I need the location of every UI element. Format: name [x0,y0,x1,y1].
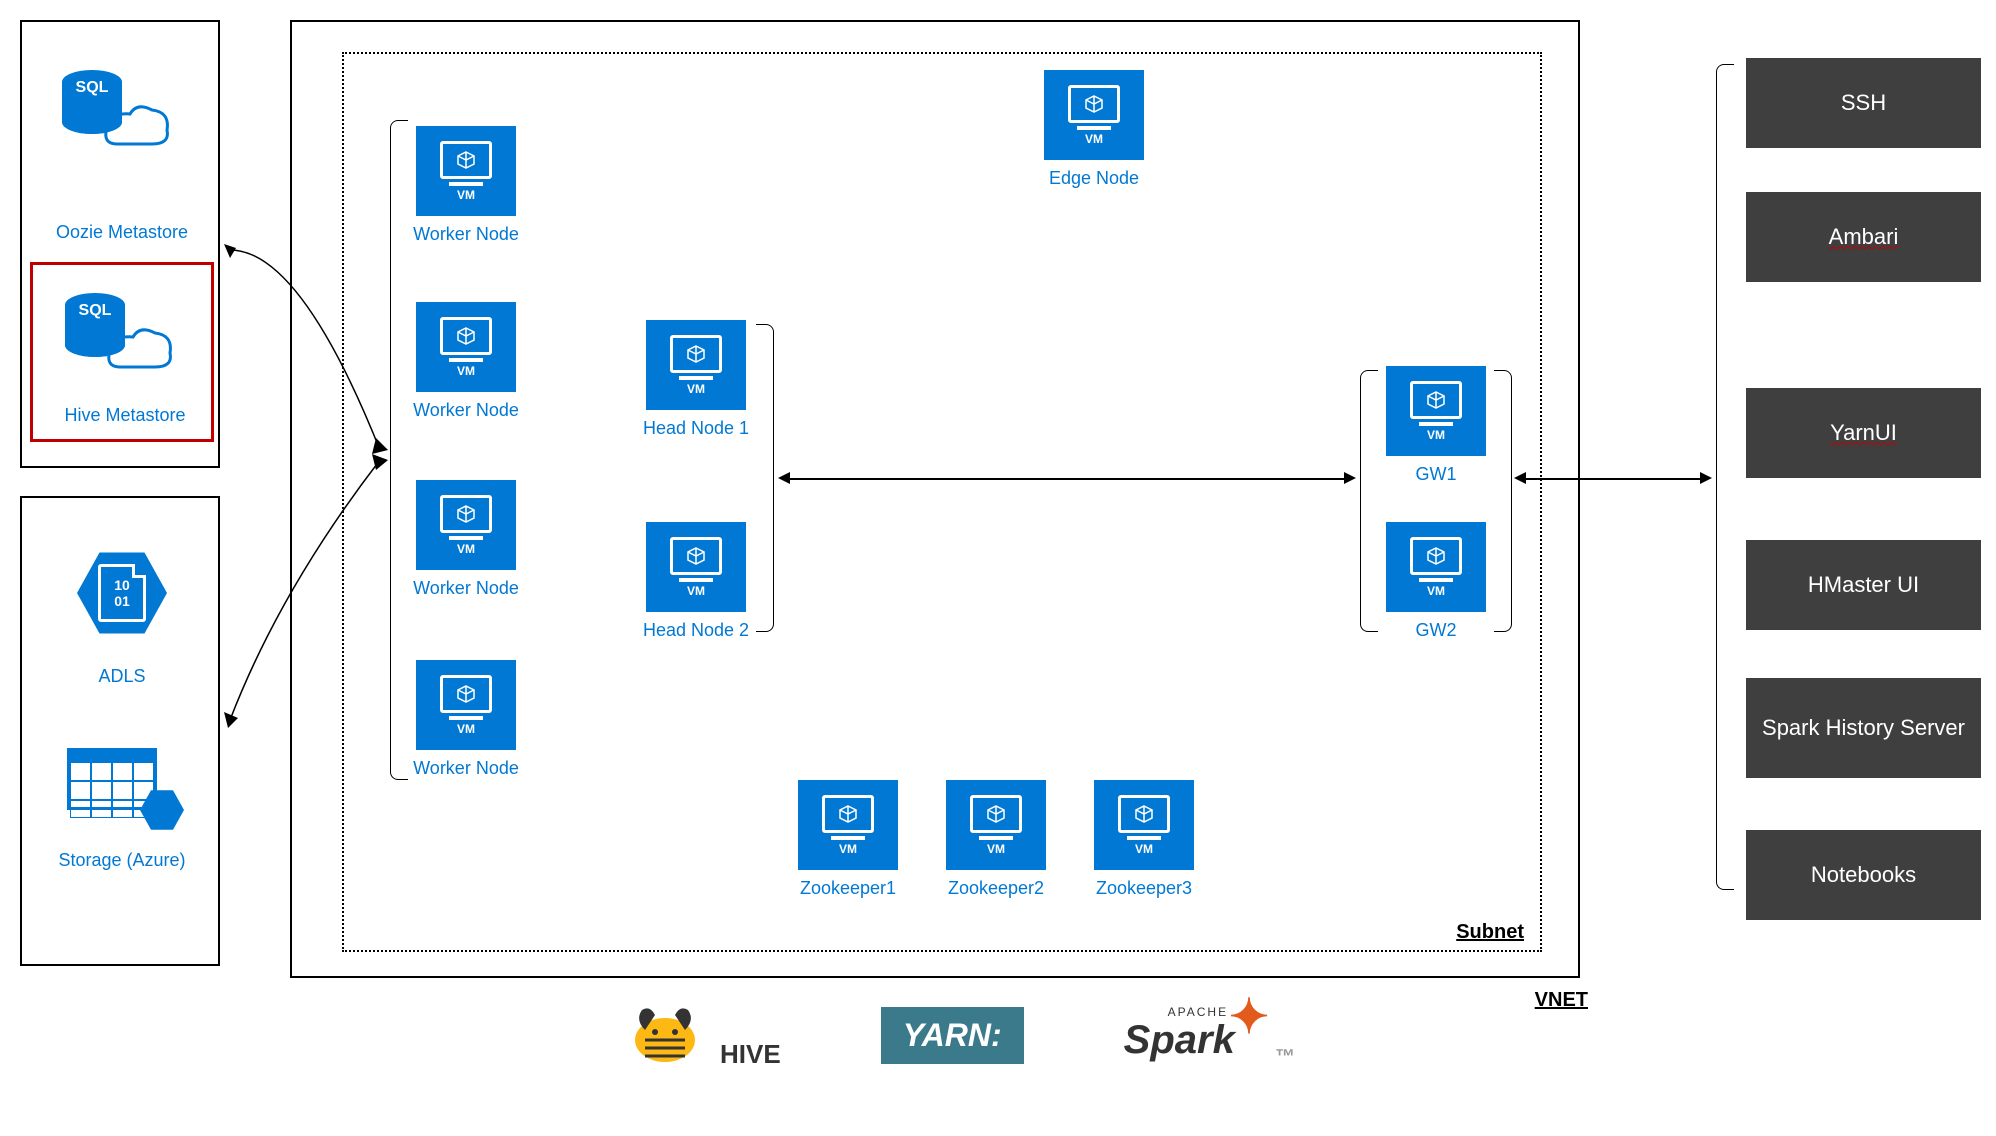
bracket-heads [756,324,774,632]
vm-label: VM [687,584,705,598]
ssh-label: SSH [1841,90,1886,116]
spark-star-icon: ✦ [1229,989,1269,1045]
spark-history-label: Spark History Server [1762,715,1965,741]
hive-logo: HIVE [630,1000,781,1070]
right-item-ambari: Ambari [1746,192,1981,282]
edge-label: Edge Node [1026,168,1162,189]
arrow-gw-right [1526,478,1700,480]
vm-zk3: VM [1094,780,1194,870]
vnet-label: VNET [1535,989,1588,1012]
vm-label: VM [1427,428,1445,442]
right-item-yarnui: YarnUI [1746,388,1981,478]
hive-text: HIVE [720,1039,781,1070]
worker-4-label: Worker Node [398,758,534,779]
hmaster-label: HMaster UI [1808,572,1919,598]
gw2-label: GW2 [1368,620,1504,641]
vm-gw1: VM [1386,366,1486,456]
vm-label: VM [1135,842,1153,856]
right-item-notebooks: Notebooks [1746,830,1981,920]
hive-metastore-box: SQL Hive Metastore [30,262,214,442]
yarn-logo: YARN: [881,1007,1024,1064]
hive-label: Hive Metastore [43,405,207,426]
curve-bottom [220,450,390,730]
adls-label: ADLS [32,666,212,687]
head-1-label: Head Node 1 [628,418,764,439]
doc-code-2: 01 [114,593,130,609]
logo-row: HIVE YARN: APACHE Spark ✦ ™ [630,1000,1295,1070]
vm-edge: VM [1044,70,1144,160]
vm-label: VM [457,188,475,202]
arrow-head-l [778,472,790,484]
doc-icon: 10 01 [98,564,146,622]
sql-cloud-icon: SQL [55,285,175,385]
vm-worker-3: VM [416,480,516,570]
storage-grid-icon [67,748,157,810]
vm-worker-2: VM [416,302,516,392]
head-2-label: Head Node 2 [628,620,764,641]
bracket-gws [1360,370,1378,632]
right-item-ssh: SSH [1746,58,1981,148]
right-item-spark-history: Spark History Server [1746,678,1981,778]
arrow-head-gw [790,478,1344,480]
vm-zk2: VM [946,780,1046,870]
doc-code-1: 10 [114,577,130,593]
right-item-hmaster: HMaster UI [1746,540,1981,630]
zk2-label: Zookeeper2 [928,878,1064,899]
vm-label: VM [1427,584,1445,598]
svg-text:SQL: SQL [76,79,109,96]
vm-label: VM [1085,132,1103,146]
worker-3-label: Worker Node [398,578,534,599]
arrow-head-r [1344,472,1356,484]
notebooks-label: Notebooks [1811,862,1916,888]
vm-zk1: VM [798,780,898,870]
vm-label: VM [987,842,1005,856]
left-panel-top: SQL Oozie Metastore SQL Hive Metastore [20,20,220,468]
apache-text: APACHE [1168,1005,1228,1019]
storage-label: Storage (Azure) [32,850,212,871]
vm-label: VM [457,722,475,736]
vm-label: VM [457,542,475,556]
zk3-label: Zookeeper3 [1076,878,1212,899]
vm-gw2: VM [1386,522,1486,612]
zk1-label: Zookeeper1 [780,878,916,899]
spark-text: Spark [1124,1018,1235,1063]
vm-head-1: VM [646,320,746,410]
curve-top [220,240,390,460]
vm-label: VM [687,382,705,396]
spark-logo: APACHE Spark ✦ ™ [1124,1007,1295,1063]
yarnui-label: YarnUI [1830,420,1897,446]
worker-2-label: Worker Node [398,400,534,421]
vm-worker-1: VM [416,126,516,216]
svg-text:SQL: SQL [79,302,112,319]
adls-hex-icon: 10 01 [77,548,167,638]
yarn-text: YARN: [903,1017,1002,1053]
arrow-head-l [1514,472,1526,484]
worker-1-label: Worker Node [398,224,534,245]
bracket-workers [390,120,408,780]
ambari-label: Ambari [1829,224,1899,250]
vm-head-2: VM [646,522,746,612]
vm-worker-4: VM [416,660,516,750]
gw1-label: GW1 [1368,464,1504,485]
bracket-right-panel [1716,64,1734,890]
arrow-head-r [1700,472,1712,484]
vm-label: VM [457,364,475,378]
left-panel-bottom: 10 01 ADLS Storage (Azure) [20,496,220,966]
oozie-label: Oozie Metastore [32,222,212,243]
bracket-gws-r [1494,370,1512,632]
vm-label: VM [839,842,857,856]
subnet-label: Subnet [1456,921,1524,944]
sql-cloud-icon: SQL [52,62,172,162]
